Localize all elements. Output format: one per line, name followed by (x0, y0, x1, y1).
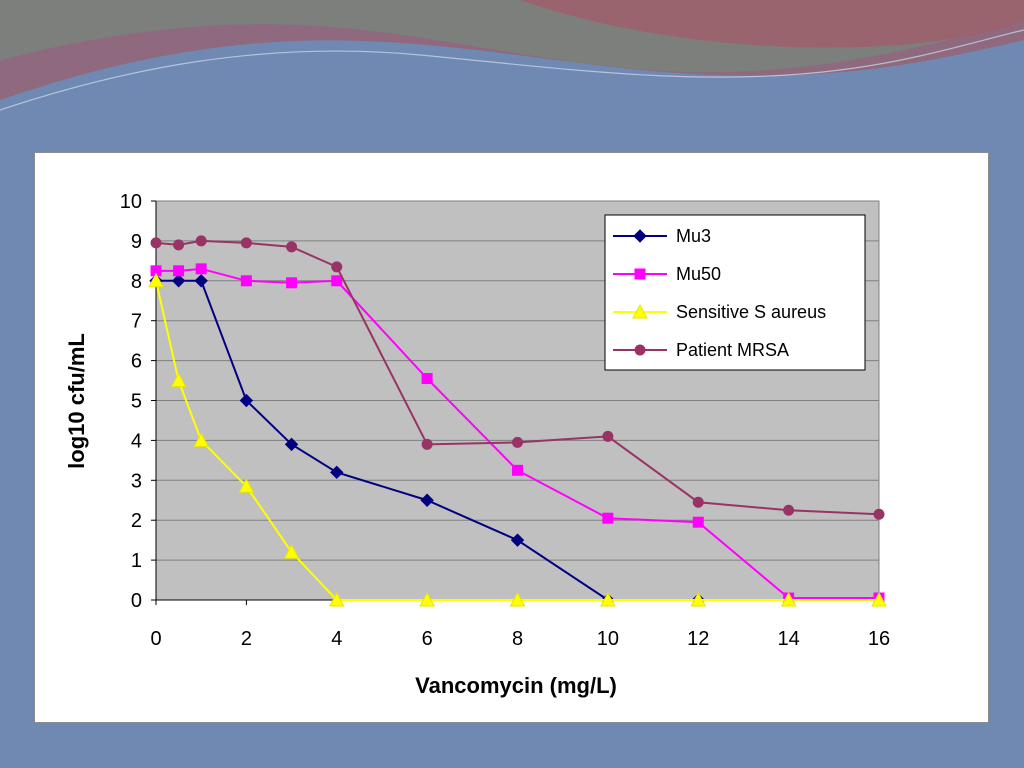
header-wave-red (520, 0, 1024, 48)
data-point-patient-mrsa (173, 239, 185, 251)
legend-entry-sensitive-s-aureus: Sensitive S aureus (613, 302, 826, 322)
data-point-sensitive-s-aureus (780, 591, 797, 607)
data-point-sensitive-s-aureus (148, 272, 164, 288)
series-group (148, 235, 887, 607)
x-tick-label: 2 (241, 628, 252, 650)
data-point-mu50 (173, 265, 185, 277)
data-point-sensitive-s-aureus (170, 372, 187, 388)
data-point-patient-mrsa (195, 235, 207, 247)
y-tick-label: 1 (131, 550, 142, 572)
x-tick-label: 10 (597, 628, 619, 650)
legend-entry-mu3: Mu3 (613, 226, 711, 246)
x-tick-labels: 0 2 4 6 8 10 12 14 16 (150, 600, 890, 650)
chart-frame: 0 1 2 3 4 5 6 7 8 9 10 0 2 4 6 8 10 12 14 16 log10 cfu/mL … (34, 152, 989, 723)
x-axis-title: Vancomycin (mg/L) (415, 673, 617, 698)
data-point-sensitive-s-aureus (283, 544, 300, 559)
legend-box (604, 214, 866, 371)
legend-label: Mu3 (676, 226, 711, 246)
data-point-patient-mrsa (602, 430, 614, 442)
data-point-patient-mrsa (692, 496, 704, 508)
header-wave-line (0, 29, 1024, 111)
x-tick-label: 14 (778, 628, 800, 650)
data-point-mu50 (195, 263, 207, 275)
data-point-mu3 (171, 274, 186, 288)
data-point-patient-mrsa (512, 436, 523, 448)
data-point-mu50 (240, 275, 252, 287)
y-tick-label: 6 (131, 351, 142, 373)
y-tick-label: 3 (131, 470, 142, 492)
data-point-sensitive-s-aureus (509, 591, 526, 607)
series-sensitive-s-aureus (148, 272, 887, 607)
data-point-patient-mrsa (240, 237, 252, 249)
data-point-sensitive-s-aureus (193, 432, 210, 447)
x-tick-label: 6 (422, 628, 433, 650)
series-patient-mrsa (150, 235, 885, 520)
legend-label: Sensitive S aureus (676, 302, 826, 322)
y-tick-label: 5 (131, 391, 142, 413)
y-tick-label: 7 (131, 311, 142, 333)
data-point-mu50 (602, 512, 614, 524)
y-tick-label: 8 (131, 271, 142, 293)
data-point-sensitive-s-aureus (871, 591, 887, 607)
data-point-mu50 (692, 516, 704, 528)
y-axis-title: log10 cfu/mL (64, 333, 89, 469)
legend-swatch-marker (634, 268, 646, 280)
data-point-mu50 (421, 373, 433, 385)
legend-entry-patient-mrsa: Patient MRSA (613, 340, 789, 360)
legend: Mu3 Mu50 Sensitive S aureus Patient MRSA (604, 214, 866, 371)
x-tick-label: 8 (512, 628, 523, 650)
series-line-sensitive-s-aureus (155, 280, 879, 601)
data-point-mu3 (239, 393, 254, 408)
y-tick-label: 4 (131, 430, 142, 452)
data-point-patient-mrsa (421, 438, 433, 450)
y-tick-labels: 0 1 2 3 4 5 6 7 8 9 10 (120, 191, 156, 612)
data-point-patient-mrsa (783, 504, 795, 516)
legend-swatch-marker (632, 303, 648, 319)
legend-swatch-marker (634, 344, 646, 356)
data-point-patient-mrsa (873, 508, 885, 520)
y-tick-label: 0 (131, 590, 142, 612)
data-point-mu50 (331, 275, 343, 287)
data-point-mu3 (420, 493, 434, 507)
data-point-mu50 (512, 464, 523, 476)
legend-label: Mu50 (676, 264, 721, 284)
data-point-sensitive-s-aureus (690, 591, 707, 607)
x-tick-label: 12 (687, 628, 709, 650)
y-tick-label: 9 (131, 231, 142, 253)
data-point-sensitive-s-aureus (328, 591, 345, 607)
legend-label: Patient MRSA (676, 340, 789, 360)
data-point-mu3 (510, 533, 525, 547)
legend-swatch-marker (633, 229, 647, 243)
data-point-sensitive-s-aureus (419, 591, 435, 607)
data-point-mu3 (284, 437, 299, 452)
data-point-mu3 (194, 274, 208, 288)
x-tick-label: 0 (150, 628, 161, 650)
data-point-sensitive-s-aureus (600, 591, 616, 607)
series-line-mu3 (156, 279, 699, 601)
x-tick-label: 4 (331, 628, 342, 650)
y-tick-label: 10 (120, 191, 142, 213)
data-point-patient-mrsa (286, 241, 298, 253)
data-point-patient-mrsa (331, 261, 343, 273)
y-tick-label: 2 (131, 510, 142, 532)
data-point-patient-mrsa (150, 237, 162, 249)
data-point-mu3 (330, 465, 344, 480)
data-point-mu50 (286, 277, 298, 289)
legend-entry-mu50: Mu50 (613, 264, 721, 284)
x-tick-label: 16 (868, 628, 890, 650)
data-point-sensitive-s-aureus (238, 478, 255, 493)
